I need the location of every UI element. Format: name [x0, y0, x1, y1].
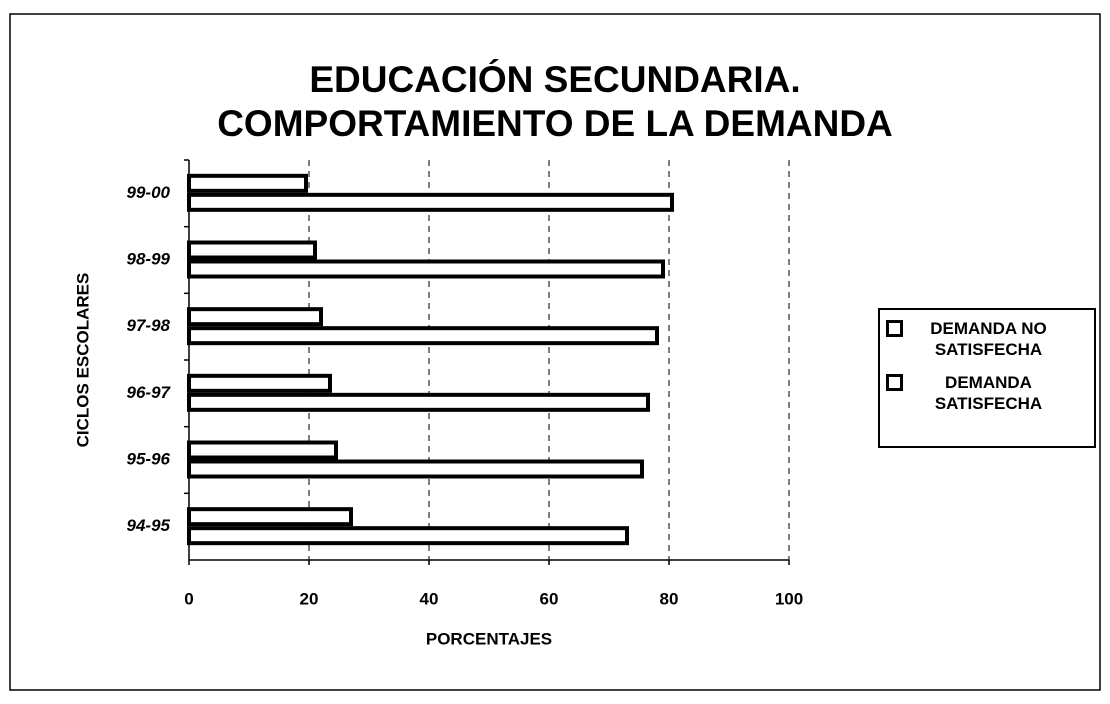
- legend-swatch: [886, 374, 903, 391]
- bar: [187, 526, 629, 546]
- bar: [187, 373, 332, 393]
- legend-swatch: [886, 320, 903, 337]
- chart-border: [9, 13, 1101, 691]
- y-tick-label: 97-98: [127, 316, 171, 335]
- x-tick-label: 20: [300, 589, 319, 608]
- bar: [187, 173, 308, 193]
- bar: [187, 507, 353, 527]
- y-tick-label: 96-97: [127, 383, 172, 402]
- legend: DEMANDA NO SATISFECHA DEMANDA SATISFECHA: [878, 308, 1096, 448]
- legend-item: DEMANDA SATISFECHA: [886, 372, 1088, 414]
- legend-item: DEMANDA NO SATISFECHA: [886, 318, 1088, 360]
- bar: [187, 459, 644, 479]
- bar: [187, 392, 650, 412]
- y-tick-label: 99-00: [127, 183, 171, 202]
- x-tick-label: 80: [660, 589, 679, 608]
- x-axis-label: PORCENTAJES: [426, 629, 552, 648]
- chart-title: EDUCACIÓN SECUNDARIA. COMPORTAMIENTO DE …: [217, 59, 893, 144]
- bar: [187, 192, 674, 212]
- y-axis-label: CICLOS ESCOLARES: [73, 273, 92, 448]
- bar: [187, 240, 317, 260]
- y-tick-label: 95-96: [127, 449, 171, 468]
- bar: [187, 326, 659, 346]
- bar: [187, 307, 323, 327]
- y-tick-label: 98-99: [127, 249, 171, 268]
- x-tick-label: 100: [775, 589, 803, 608]
- bar: [187, 440, 338, 460]
- bar: [187, 259, 665, 279]
- legend-label: DEMANDA NO SATISFECHA: [930, 319, 1047, 359]
- y-tick-label: 94-95: [127, 516, 171, 535]
- x-tick-label: 0: [184, 589, 193, 608]
- x-tick-label: 40: [420, 589, 439, 608]
- legend-label: DEMANDA SATISFECHA: [934, 373, 1043, 413]
- x-tick-label: 60: [540, 589, 559, 608]
